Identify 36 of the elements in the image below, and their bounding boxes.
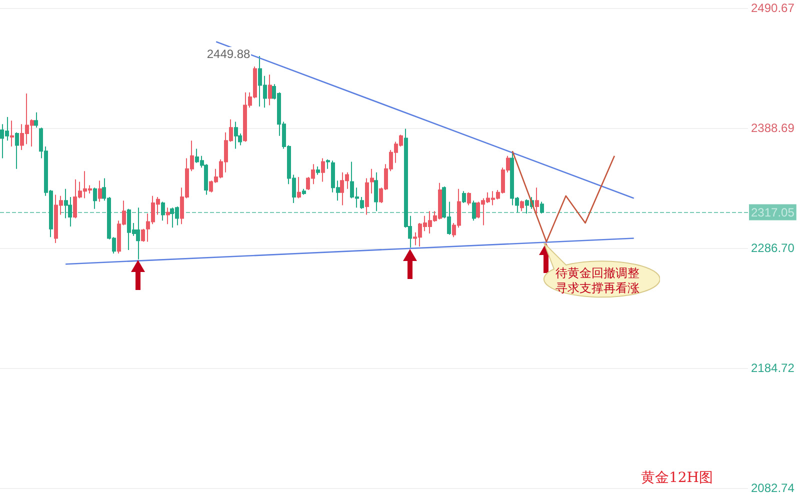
candlestick [268, 74, 272, 106]
line-series [512, 150, 616, 242]
candlestick [166, 207, 170, 225]
annotation: 2449.88 [206, 46, 252, 61]
y-tick-label: 2184.72 [751, 361, 795, 376]
candlestick [141, 228, 145, 242]
ref-line-label: 2317.05 [751, 205, 795, 220]
candlestick [472, 200, 476, 222]
candlestick [321, 158, 325, 182]
candlestick [98, 180, 102, 202]
candlestick [374, 172, 378, 212]
candlestick [10, 120, 14, 147]
candlestick [15, 132, 19, 170]
candlestick [34, 112, 38, 128]
candlestick [365, 178, 369, 216]
candlestick [360, 196, 364, 210]
candlestick [234, 121, 238, 150]
candlestick [136, 207, 140, 260]
text: 黄金12H图 [640, 470, 714, 486]
candlestick [93, 187, 97, 210]
candlestick [326, 158, 330, 170]
candlestick [540, 201, 544, 214]
candlestick [316, 166, 320, 176]
candlestick [297, 176, 301, 199]
annotation: 待黄金回撤调整寻求支撑再看涨 [554, 266, 640, 296]
candlestick [462, 190, 466, 204]
candlestick [467, 192, 471, 206]
candlestick [161, 201, 165, 222]
candlestick [302, 188, 306, 196]
y-tick-label: 2286.70 [751, 241, 795, 256]
y-tick-label: 2082.74 [751, 481, 795, 495]
y-tick-label: 2490.67 [751, 1, 795, 15]
candlestick [535, 187, 539, 214]
candlestick [370, 168, 374, 194]
candlestick [520, 200, 524, 212]
y-tick-label: 2388.69 [751, 120, 795, 135]
